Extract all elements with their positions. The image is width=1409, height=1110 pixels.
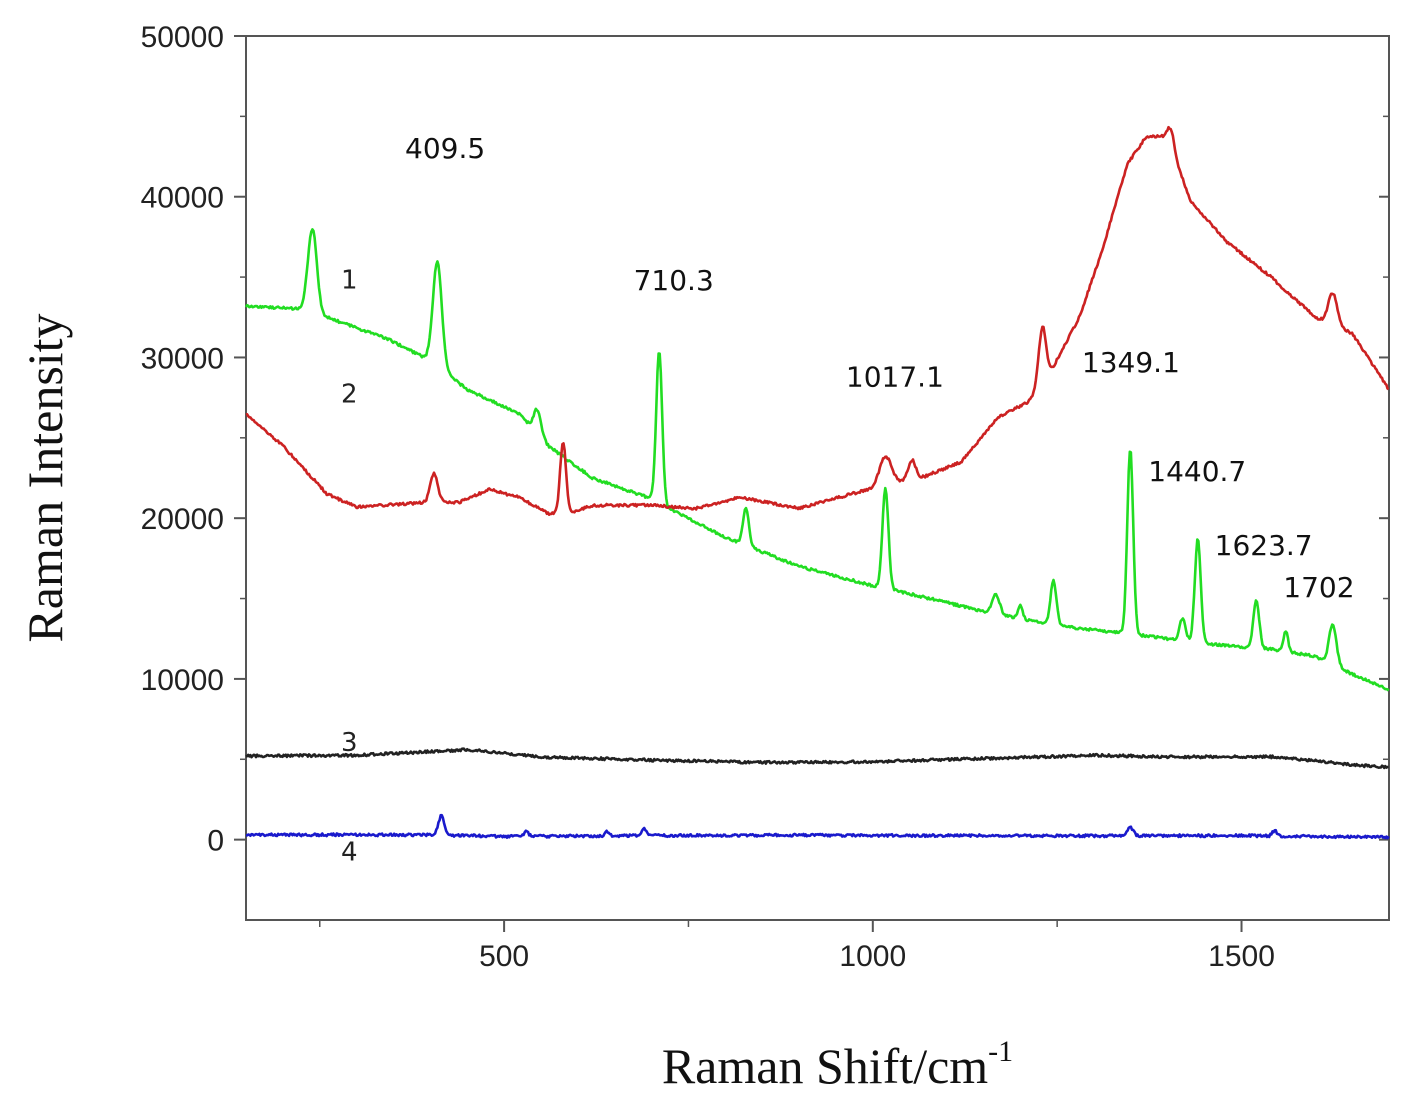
curve-number-label: 3	[341, 728, 358, 758]
peak-label: 409.5	[405, 132, 485, 165]
x-tick-label: 1500	[1208, 940, 1275, 973]
peak-label: 1349.1	[1082, 346, 1180, 379]
y-tick-label: 20000	[141, 503, 224, 536]
axes-frame: 0 10000 20000 30000 40000 50000 500 1000 1500	[141, 21, 1390, 973]
curve-number-label: 2	[341, 379, 358, 409]
y-tick-label: 50000	[141, 21, 224, 54]
y-axis-title: Raman Intensity	[17, 313, 73, 642]
curve-number-label: 1	[341, 265, 358, 295]
series-line-1	[244, 228, 1390, 692]
x-tick-label: 500	[479, 940, 529, 973]
x-axis-title-text: Raman Shift/cm	[662, 1038, 988, 1094]
y-tick-label: 30000	[141, 342, 224, 375]
x-tick-label: 1000	[839, 940, 906, 973]
y-tick-label: 0	[207, 825, 224, 858]
peak-label: 1702	[1283, 571, 1354, 604]
peak-label: 1440.7	[1148, 455, 1246, 488]
series-line-4	[245, 813, 1390, 840]
x-axis-title: Raman Shift/cm-1	[662, 1035, 1013, 1094]
x-axis-title-superscript: -1	[988, 1035, 1013, 1068]
y-tick-label: 40000	[141, 182, 224, 215]
curve-number-label: 4	[341, 838, 358, 868]
plot-frame	[245, 35, 1390, 921]
peak-label: 1017.1	[846, 360, 944, 393]
series-line-2	[245, 125, 1390, 516]
labels-layer: 409.5 710.3 1017.1 1349.1 1440.7 1623.7 1702 1 2…	[341, 132, 1355, 867]
series-line-3	[245, 747, 1389, 770]
series-layer	[244, 125, 1390, 840]
y-tick-label: 10000	[141, 664, 224, 697]
peak-label: 710.3	[634, 264, 714, 297]
peak-label: 1623.7	[1215, 529, 1313, 562]
